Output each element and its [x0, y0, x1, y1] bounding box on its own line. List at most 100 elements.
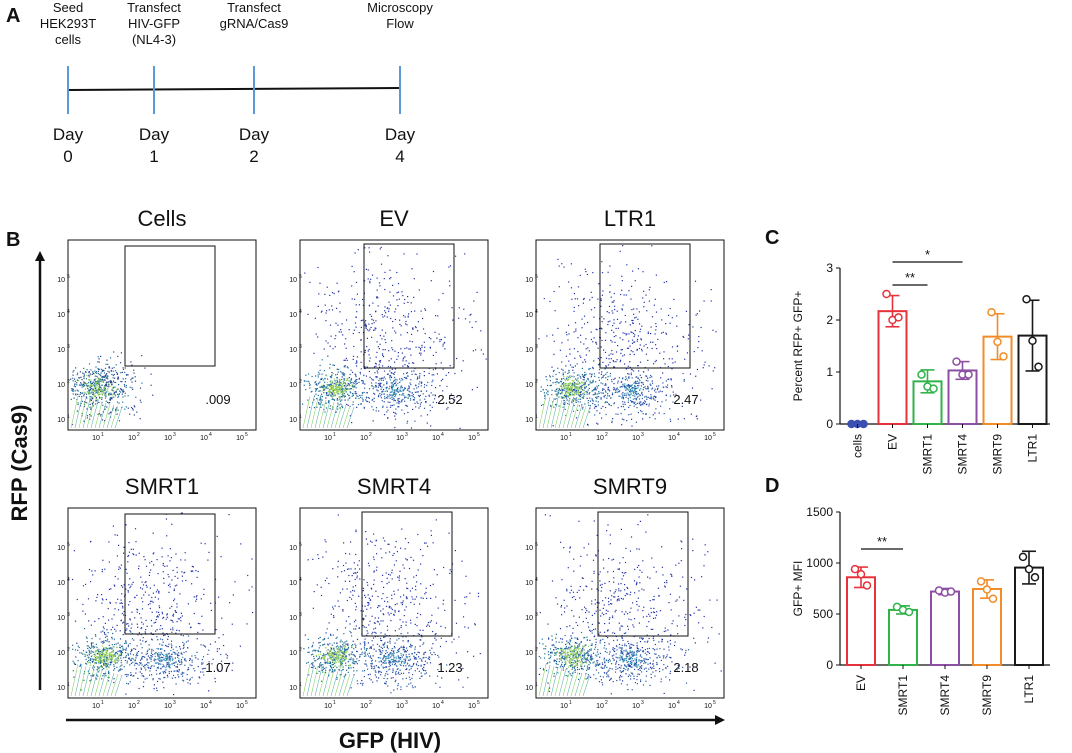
flow-dot	[587, 400, 589, 402]
flow-dot	[129, 386, 131, 388]
flow-dot	[148, 594, 150, 596]
flow-dot	[194, 670, 196, 672]
flow-dot	[437, 315, 439, 317]
flow-dot	[307, 399, 309, 401]
flow-dot	[650, 333, 652, 335]
flow-dot	[150, 632, 152, 634]
flow-dot	[154, 653, 156, 655]
flow-dot	[115, 364, 117, 366]
flow-dot	[168, 576, 170, 578]
flow-dot	[400, 380, 402, 382]
flow-dot	[379, 285, 381, 287]
flow-dot	[138, 687, 140, 690]
flow-dot	[556, 381, 558, 383]
flow-dot	[319, 636, 321, 638]
flow-dot	[103, 647, 105, 649]
flow-dot	[110, 398, 112, 400]
flow-dot	[588, 384, 590, 386]
flow-dot	[372, 398, 374, 400]
flow-dot	[142, 637, 144, 639]
flow-dot	[72, 374, 74, 376]
flow-dot	[98, 377, 101, 379]
flow-dot	[99, 653, 101, 655]
flow-dot	[605, 401, 607, 403]
flow-dot	[433, 374, 435, 376]
flow-dot	[119, 653, 121, 655]
flow-dot	[332, 669, 334, 671]
flow-dot	[181, 615, 183, 617]
flow-dot	[97, 390, 99, 392]
flow-dot	[329, 294, 331, 296]
flow-dot	[331, 387, 334, 389]
flow-dot	[112, 377, 114, 379]
flow-dot	[368, 354, 370, 356]
flow-dot	[95, 400, 97, 402]
flow-dot	[368, 397, 370, 399]
flow-dot	[125, 629, 127, 631]
flow-dot	[339, 383, 341, 385]
flow-dot	[391, 404, 394, 407]
flow-dot	[396, 388, 399, 390]
flow-dot	[89, 680, 91, 682]
flow-dot	[578, 305, 580, 307]
flow-dot	[409, 391, 411, 393]
flow-dot	[544, 397, 546, 400]
flow-dot	[103, 664, 105, 666]
flow-dot	[86, 386, 88, 388]
flow-dot	[417, 321, 419, 323]
flow-dot	[620, 413, 622, 415]
flow-dot	[576, 387, 578, 389]
flow-dot	[629, 361, 631, 363]
flow-dot	[127, 646, 129, 648]
flow-dot	[596, 410, 598, 412]
flow-dot	[573, 394, 575, 397]
flow-dot	[108, 619, 110, 621]
flow-dot	[98, 385, 100, 387]
flow-dot	[397, 406, 399, 408]
flow-dot	[639, 389, 641, 391]
flow-dot	[140, 663, 142, 665]
flow-dot	[342, 393, 344, 395]
flow-dot	[323, 668, 325, 670]
flow-dot	[353, 674, 355, 676]
flow-dot	[343, 393, 345, 395]
flow-dot	[580, 388, 582, 390]
flow-dot	[335, 657, 337, 659]
flow-dot	[329, 384, 331, 386]
flow-dot	[160, 660, 162, 662]
flow-dot	[608, 312, 610, 314]
flow-dot	[339, 654, 341, 656]
flow-dot	[421, 344, 423, 346]
flow-dot	[88, 672, 91, 675]
flow-dot	[114, 534, 116, 536]
flow-dot	[403, 302, 405, 304]
flow-dot	[449, 285, 451, 287]
flow-dot	[632, 401, 634, 403]
flow-dot	[160, 658, 162, 661]
flow-dot	[339, 398, 341, 400]
flow-dot	[608, 403, 610, 405]
flow-dot	[319, 645, 321, 647]
flow-dot	[134, 597, 136, 599]
flow-dot	[394, 379, 396, 381]
flow-dot	[90, 406, 92, 408]
flow-dot	[318, 666, 320, 668]
flow-dot	[648, 300, 650, 302]
flow-dot	[370, 315, 373, 317]
flow-dot	[571, 386, 573, 388]
flow-dot	[340, 646, 342, 648]
flow-dot	[88, 569, 91, 571]
flow-dot	[364, 642, 366, 644]
flow-dot	[338, 404, 340, 406]
flow-dot	[197, 665, 199, 668]
flow-dot	[106, 640, 108, 642]
flow-dot	[396, 292, 398, 294]
flow-dot	[115, 391, 117, 393]
flow-dot	[126, 374, 128, 376]
flow-dot	[322, 654, 324, 656]
flow-dot	[375, 410, 377, 412]
flow-dot	[95, 371, 98, 373]
flow-dot	[103, 640, 105, 642]
flow-dot	[355, 387, 357, 389]
flow-dot	[587, 379, 589, 381]
